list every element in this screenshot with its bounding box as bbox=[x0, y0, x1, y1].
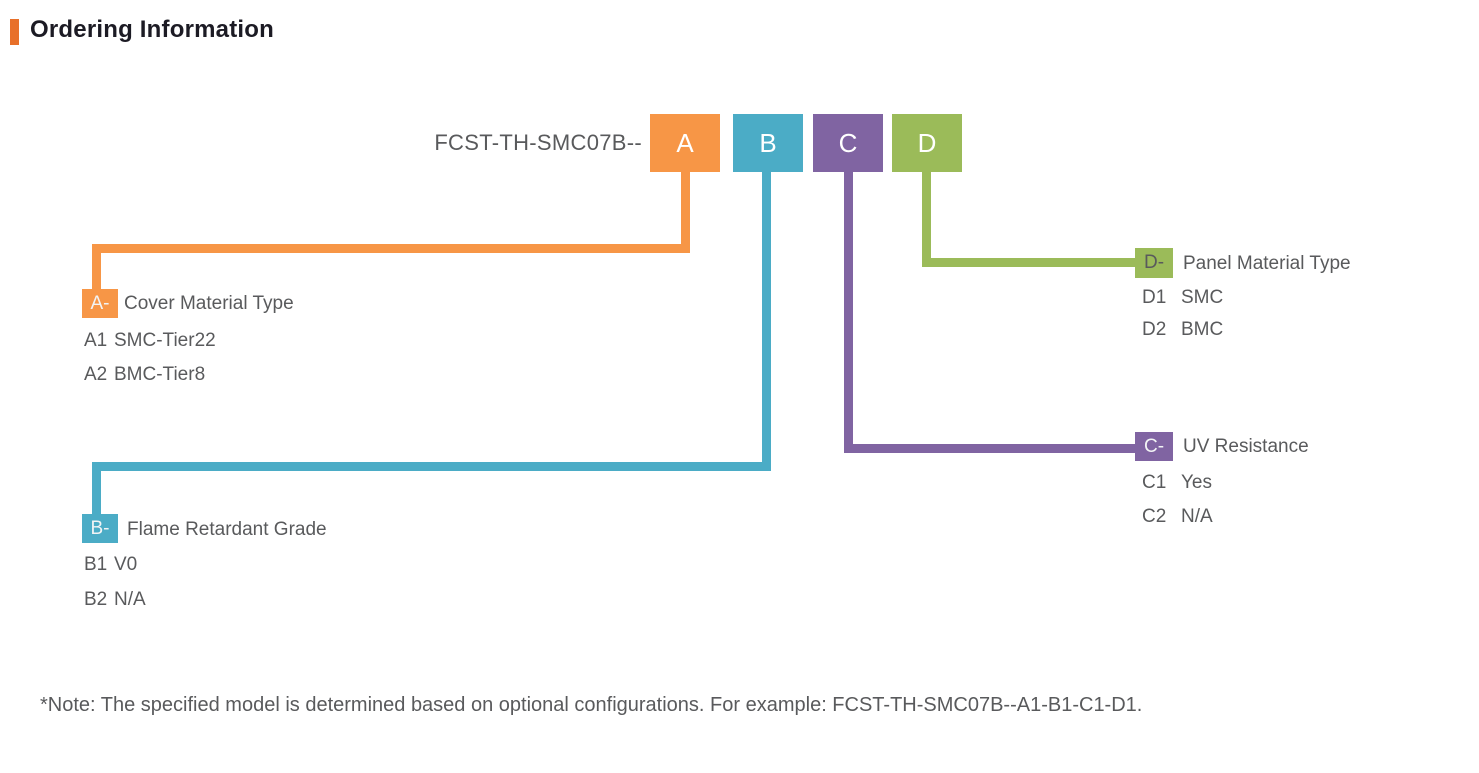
code-box-d-label: D bbox=[917, 127, 937, 158]
option-code: A2 bbox=[84, 364, 108, 385]
option-value: SMC-Tier22 bbox=[114, 330, 216, 351]
section-c-chip-label: C- bbox=[1143, 435, 1165, 457]
option-code: C1 bbox=[1142, 472, 1167, 493]
section-d-chip-label: D- bbox=[1143, 252, 1165, 273]
option-code: D2 bbox=[1142, 319, 1167, 340]
section-a-option-2: A2 BMC-Tier8 bbox=[84, 364, 205, 386]
connector-c-stub bbox=[844, 172, 853, 453]
model-prefix: FCST-TH-SMC07B-- bbox=[434, 130, 642, 155]
connector-a-drop bbox=[92, 244, 101, 289]
section-d-chip: D- bbox=[1135, 248, 1173, 278]
footnote: *Note: The specified model is determined… bbox=[40, 694, 1143, 716]
section-d-option-2: D2 BMC bbox=[1142, 319, 1223, 341]
section-b-heading: Flame Retardant Grade bbox=[127, 519, 327, 540]
option-value: BMC bbox=[1181, 319, 1224, 340]
section-b-option-1: B1 V0 bbox=[84, 554, 137, 576]
section-c-chip: C- bbox=[1135, 432, 1173, 461]
option-code: B2 bbox=[84, 589, 108, 610]
option-value: N/A bbox=[1181, 506, 1213, 527]
option-value: V0 bbox=[114, 554, 138, 575]
connector-b-stub bbox=[762, 172, 771, 471]
option-value: BMC-Tier8 bbox=[114, 364, 206, 385]
option-code: A1 bbox=[84, 330, 108, 351]
connector-a-horizontal bbox=[92, 244, 690, 253]
section-b-option-2: B2 N/A bbox=[84, 589, 146, 611]
connector-c-horizontal bbox=[844, 444, 1135, 453]
option-code: B1 bbox=[84, 554, 108, 575]
option-value: N/A bbox=[114, 589, 146, 610]
section-b-chip: B- bbox=[82, 514, 118, 543]
code-box-b-label: B bbox=[759, 127, 777, 158]
section-a-chip: A- bbox=[82, 289, 118, 318]
code-box-d: D bbox=[892, 114, 962, 172]
connector-b-drop bbox=[92, 462, 101, 514]
section-a-option-1: A1 SMC-Tier22 bbox=[84, 330, 216, 352]
section-c-option-1: C1 Yes bbox=[1142, 472, 1212, 494]
connector-d-horizontal bbox=[922, 258, 1135, 267]
code-box-c: C bbox=[813, 114, 883, 172]
section-a-heading: Cover Material Type bbox=[124, 293, 294, 314]
connector-d-stub bbox=[922, 172, 931, 267]
page-title: Ordering Information bbox=[30, 16, 274, 43]
code-box-b: B bbox=[733, 114, 803, 172]
option-code: C2 bbox=[1142, 506, 1167, 527]
option-value: SMC bbox=[1181, 287, 1224, 308]
section-b-chip-label: B- bbox=[90, 517, 110, 539]
code-box-c-label: C bbox=[838, 127, 858, 158]
code-box-a-label: A bbox=[676, 127, 694, 158]
section-c-heading: UV Resistance bbox=[1183, 436, 1309, 457]
option-value: Yes bbox=[1181, 472, 1212, 493]
section-c-option-2: C2 N/A bbox=[1142, 506, 1213, 528]
section-d-heading: Panel Material Type bbox=[1183, 253, 1351, 274]
code-box-a: A bbox=[650, 114, 720, 172]
connector-b-horizontal bbox=[92, 462, 771, 471]
option-code: D1 bbox=[1142, 287, 1167, 308]
section-d-option-1: D1 SMC bbox=[1142, 287, 1223, 309]
connector-a-stub bbox=[681, 172, 690, 253]
title-accent-bar bbox=[10, 19, 19, 45]
section-a-chip-label: A- bbox=[90, 292, 110, 314]
